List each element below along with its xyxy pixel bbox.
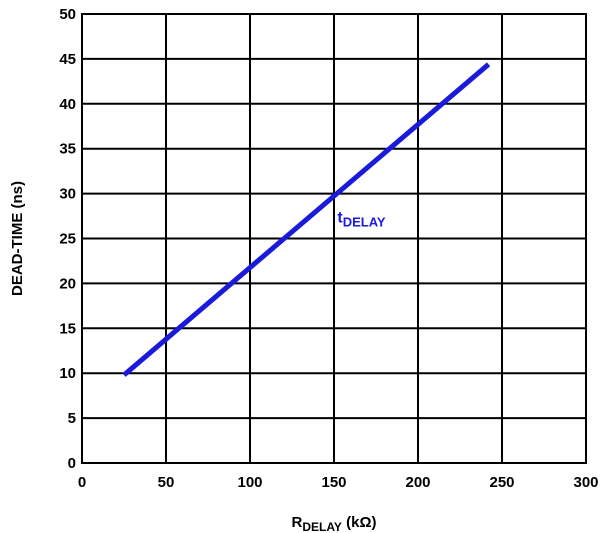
x-axis-title-subscript: DELAY: [302, 520, 342, 533]
series-label-tdelay: tDELAY: [337, 209, 386, 229]
x-tick-labels: 0 50 100 150 200 250 300: [78, 474, 599, 491]
y-tick-label: 5: [68, 410, 76, 427]
y-tick-label: 40: [59, 96, 76, 113]
series-group: [122, 62, 491, 377]
y-tick-label: 10: [59, 365, 76, 382]
x-tick-label: 0: [78, 474, 86, 491]
series-line-tdelay: [122, 62, 491, 377]
grid: [81, 13, 587, 464]
series-label-subscript: DELAY: [343, 214, 386, 229]
x-tick-label: 300: [573, 474, 598, 491]
x-axis-title-main: R: [292, 514, 303, 531]
plot-frame: [81, 13, 587, 464]
x-tick-label: 100: [237, 474, 262, 491]
y-tick-label: 25: [59, 231, 76, 248]
x-axis-title: RDELAY (kΩ): [292, 514, 377, 533]
y-axis-title: DEAD-TIME (ns): [9, 181, 26, 296]
x-tick-label: 50: [158, 474, 175, 491]
x-tick-label: 150: [321, 474, 346, 491]
y-tick-label: 50: [59, 6, 76, 23]
x-tick-label: 250: [489, 474, 514, 491]
y-tick-label: 15: [59, 320, 76, 337]
y-tick-label: 20: [59, 275, 76, 292]
y-tick-label: 0: [68, 455, 76, 472]
y-tick-label: 45: [59, 51, 76, 68]
y-tick-labels: 0 5 10 15 20 25 30 35 40 45 50: [59, 6, 76, 472]
y-tick-label: 35: [59, 141, 76, 158]
x-tick-label: 200: [405, 474, 430, 491]
x-axis-title-unit: (kΩ): [342, 514, 377, 531]
series-label-main: t: [337, 209, 343, 226]
y-tick-label: 30: [59, 186, 76, 203]
